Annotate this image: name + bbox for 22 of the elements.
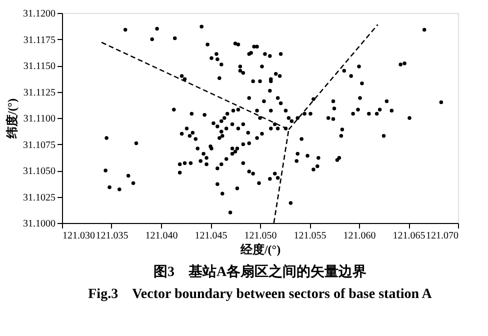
text: 图3 基站A各扇区之间的矢量边界 — [153, 263, 367, 280]
x-tick-label: 121.030 — [62, 230, 95, 242]
y-tick-label: 31.1200 — [23, 8, 56, 20]
text: Fig.3 Vector boundary between sectors of base station A — [88, 287, 433, 302]
y-tick-label: 31.1175 — [23, 34, 56, 46]
x-tick-label: 121.045 — [194, 230, 228, 242]
y-tick-label: 31.1050 — [23, 166, 56, 177]
x-tick-label: 121.055 — [294, 230, 326, 242]
y-tick-label: 31.1000 — [23, 218, 56, 230]
y-tick-label: 31.1025 — [23, 192, 56, 204]
y-tick-label: 31.1125 — [23, 87, 56, 98]
x-tick-label: 121.035 — [96, 230, 128, 242]
y-tick-label: 31.1075 — [23, 140, 56, 151]
x-tick-label: 121.040 — [145, 230, 178, 242]
y-axis-title: 纬度/(°) — [5, 98, 19, 140]
x-tick-label: 121.065 — [392, 230, 426, 242]
x-tick-label: 121.070 — [426, 230, 458, 242]
x-axis-title: 经度/(°) — [239, 242, 281, 256]
y-tick-label: 31.1150 — [23, 61, 56, 72]
x-tick-label: 121.050 — [244, 230, 277, 242]
x-tick-label: 121.060 — [343, 230, 376, 242]
y-tick-label: 31.1100 — [23, 114, 56, 124]
